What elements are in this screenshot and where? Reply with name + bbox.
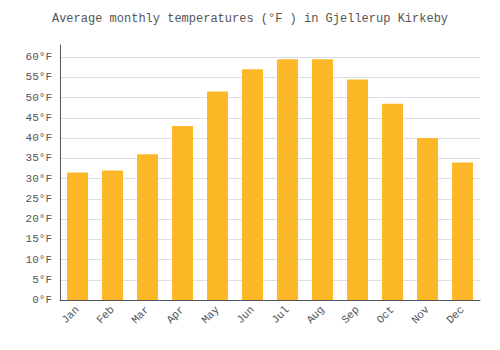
svg-text:Feb: Feb: [94, 304, 116, 326]
svg-text:Jul: Jul: [269, 304, 291, 326]
svg-text:Jan: Jan: [59, 304, 81, 326]
svg-text:Dec: Dec: [444, 304, 466, 326]
svg-text:Oct: Oct: [374, 304, 396, 326]
svg-text:5°F: 5°F: [32, 274, 52, 286]
svg-text:Aug: Aug: [304, 304, 326, 326]
svg-text:Apr: Apr: [164, 304, 186, 326]
svg-text:Nov: Nov: [409, 303, 432, 326]
svg-text:40°F: 40°F: [26, 132, 52, 144]
svg-text:55°F: 55°F: [26, 71, 52, 83]
svg-text:35°F: 35°F: [26, 152, 52, 164]
svg-text:Mar: Mar: [129, 304, 151, 326]
svg-text:25°F: 25°F: [26, 193, 52, 205]
svg-text:45°F: 45°F: [26, 112, 52, 124]
svg-text:15°F: 15°F: [26, 233, 52, 245]
svg-text:50°F: 50°F: [26, 92, 52, 104]
svg-text:30°F: 30°F: [26, 173, 52, 185]
svg-text:60°F: 60°F: [26, 51, 52, 63]
svg-text:May: May: [199, 303, 222, 326]
svg-text:20°F: 20°F: [26, 213, 52, 225]
svg-text:Jun: Jun: [234, 304, 256, 326]
svg-text:Sep: Sep: [339, 304, 361, 326]
svg-text:Average monthly temperatures (: Average monthly temperatures (°F ) in Gj…: [52, 12, 448, 26]
svg-text:10°F: 10°F: [26, 254, 52, 266]
svg-text:0°F: 0°F: [32, 294, 52, 306]
